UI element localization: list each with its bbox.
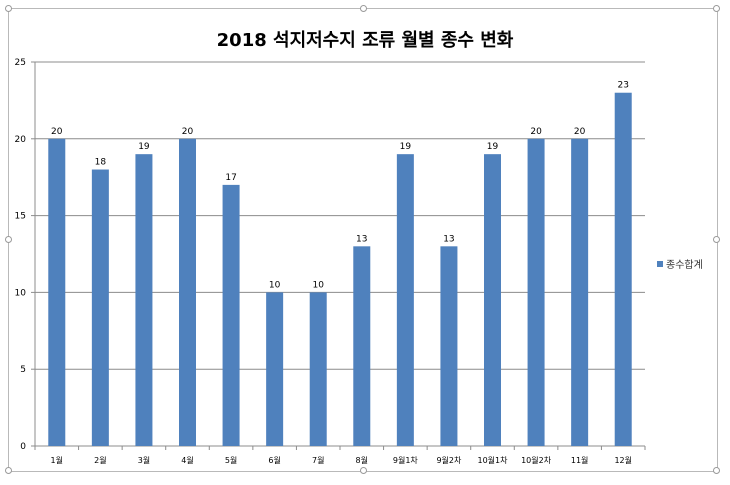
chart-title: 2018 석지저수지 조류 월별 종수 변화 bbox=[216, 30, 514, 51]
resize-handle-left[interactable] bbox=[5, 236, 12, 243]
y-tick-label: 20 bbox=[15, 135, 27, 145]
bar-3 bbox=[135, 154, 153, 446]
bar-11 bbox=[484, 154, 501, 446]
x-tick-label: 10월2차 bbox=[521, 455, 552, 465]
data-label: 20 bbox=[51, 127, 63, 137]
data-label: 19 bbox=[138, 142, 150, 152]
x-tick-label: 2월 bbox=[94, 455, 106, 465]
x-tick-label: 11월 bbox=[571, 455, 589, 465]
y-tick-label: 15 bbox=[15, 212, 26, 222]
x-tick-label: 9월2차 bbox=[436, 455, 462, 465]
x-tick-label: 6월 bbox=[268, 455, 280, 465]
x-tick-label: 9월1차 bbox=[393, 455, 419, 465]
data-label: 19 bbox=[487, 142, 499, 152]
bar-1 bbox=[48, 138, 66, 447]
resize-handle-top-right[interactable] bbox=[713, 5, 720, 12]
data-label: 20 bbox=[182, 127, 194, 137]
bar-2 bbox=[91, 169, 109, 446]
data-label: 23 bbox=[617, 81, 628, 91]
data-label: 20 bbox=[530, 127, 542, 137]
x-tick-label: 1월 bbox=[51, 455, 63, 465]
y-tick-label: 5 bbox=[20, 365, 26, 375]
resize-handle-bottom-left[interactable] bbox=[5, 467, 12, 474]
bar-7 bbox=[309, 292, 327, 446]
y-tick-label: 10 bbox=[15, 288, 27, 298]
bar-12 bbox=[527, 138, 545, 447]
x-tick-label: 10월1차 bbox=[478, 455, 509, 465]
resize-handle-top[interactable] bbox=[360, 5, 367, 12]
bar-5 bbox=[222, 184, 240, 446]
y-tick-label: 25 bbox=[15, 58, 26, 68]
x-tick-label: 12월 bbox=[614, 455, 632, 465]
resize-handle-bottom-right[interactable] bbox=[713, 467, 720, 474]
x-tick-label: 8월 bbox=[356, 455, 368, 465]
data-label: 20 bbox=[574, 127, 586, 137]
legend-label: 종수합계 bbox=[666, 260, 703, 271]
data-label: 13 bbox=[356, 234, 367, 244]
data-label: 10 bbox=[269, 280, 281, 290]
data-label: 10 bbox=[312, 280, 324, 290]
legend-swatch bbox=[657, 260, 663, 267]
data-label: 17 bbox=[225, 173, 236, 183]
legend: 종수합계 bbox=[657, 256, 703, 271]
bar-14 bbox=[614, 92, 632, 446]
data-label: 19 bbox=[400, 142, 412, 152]
bar-8 bbox=[353, 246, 371, 446]
bar-9 bbox=[396, 154, 414, 446]
x-tick-label: 3월 bbox=[138, 455, 150, 465]
data-label: 18 bbox=[95, 158, 107, 168]
bar-10 bbox=[440, 246, 458, 446]
x-tick-label: 7월 bbox=[312, 455, 324, 465]
resize-handle-right[interactable] bbox=[713, 236, 720, 243]
x-tick-label: 5월 bbox=[225, 455, 237, 465]
bar-6 bbox=[266, 292, 284, 446]
y-tick-label: 0 bbox=[20, 442, 26, 452]
resize-handle-bottom[interactable] bbox=[360, 467, 367, 474]
resize-handle-top-left[interactable] bbox=[5, 5, 12, 12]
x-tick-label: 4월 bbox=[181, 455, 193, 465]
bar-4 bbox=[179, 138, 196, 447]
data-label: 13 bbox=[443, 234, 454, 244]
bar-13 bbox=[571, 138, 589, 447]
